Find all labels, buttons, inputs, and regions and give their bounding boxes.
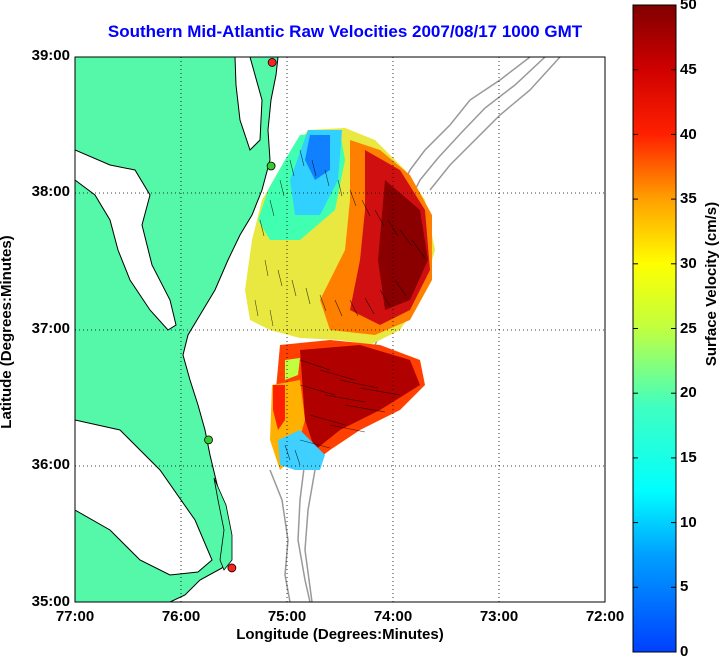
radar-site-marker xyxy=(266,161,276,171)
x-tick-label: 76:00 xyxy=(161,608,201,625)
colorbar-tick-label: 30 xyxy=(680,255,697,272)
colorbar-tick-label: 35 xyxy=(680,190,697,207)
plot-frame xyxy=(74,56,606,603)
colorbar-tick-label: 50 xyxy=(680,0,697,13)
x-tick-label: 72:00 xyxy=(585,608,625,625)
graticule xyxy=(75,57,605,602)
colorbar-tick-marks xyxy=(633,4,676,653)
colorbar-tick-label: 25 xyxy=(680,320,697,337)
pamlico-sound xyxy=(75,419,213,576)
x-tick-label: 73:00 xyxy=(479,608,519,625)
colorbar-tick-label: 10 xyxy=(680,514,697,531)
colorbar-label: Surface Velocity (cm/s) xyxy=(703,201,720,367)
chart-title: Southern Mid-Atlantic Raw Velocities 200… xyxy=(107,22,583,41)
colorbar xyxy=(632,4,677,653)
y-tick-label: 37:00 xyxy=(31,320,70,337)
radar-sites xyxy=(204,58,277,573)
barrier-island xyxy=(213,477,233,571)
x-axis-label: Longitude (Degrees:Minutes) xyxy=(236,626,444,643)
colorbar-tick-label: 40 xyxy=(680,126,697,143)
y-tick-label: 36:00 xyxy=(31,456,70,473)
colorbar-tick-label: 0 xyxy=(680,643,689,660)
x-tick-label: 74:00 xyxy=(373,608,413,625)
colorbar-tick-label: 20 xyxy=(680,384,697,401)
y-tick-label: 35:00 xyxy=(31,593,70,610)
delaware-bay xyxy=(234,57,263,151)
x-tick-label: 77:00 xyxy=(55,608,95,625)
y-axis-label: Latitude (Degrees:Minutes) xyxy=(0,235,15,429)
velocity-field xyxy=(245,128,435,470)
x-tick-label: 75:00 xyxy=(267,608,307,625)
radar-site-marker xyxy=(204,435,213,445)
y-tick-label: 39:00 xyxy=(31,47,70,64)
radar-site-marker xyxy=(267,58,277,67)
radar-site-marker xyxy=(227,563,237,573)
colorbar-tick-label: 5 xyxy=(680,578,689,595)
y-tick-label: 38:00 xyxy=(31,183,70,200)
chesapeake-bay xyxy=(75,149,177,331)
colorbar-tick-label: 45 xyxy=(680,61,697,78)
colorbar-tick-label: 15 xyxy=(680,449,697,466)
